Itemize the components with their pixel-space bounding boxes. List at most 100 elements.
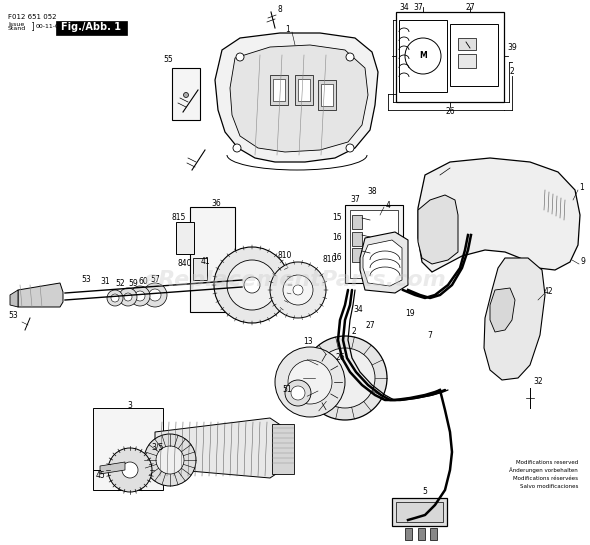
Text: 55: 55 [163,56,173,64]
Text: 810: 810 [323,256,337,264]
Text: 1: 1 [579,184,584,192]
Circle shape [405,38,441,74]
Text: Änderungen vorbehalten: Änderungen vorbehalten [509,467,578,473]
Text: 60: 60 [138,277,148,287]
Text: 36: 36 [211,198,221,208]
Text: 26: 26 [335,354,345,362]
Text: 19: 19 [405,308,415,318]
Text: 16: 16 [332,233,342,243]
Bar [298,79,310,101]
Polygon shape [155,418,285,478]
Bar [352,215,362,229]
Circle shape [119,288,137,306]
Bar [93,408,163,490]
Text: 810: 810 [278,251,292,259]
Text: 13: 13 [303,337,313,347]
Bar [430,528,437,540]
Text: 53: 53 [81,276,91,284]
Text: 840: 840 [178,259,192,269]
Bar [345,205,403,283]
Circle shape [122,462,138,478]
Text: Modifications reserved: Modifications reserved [516,459,578,464]
Text: 59: 59 [128,278,138,288]
Text: 2: 2 [352,328,356,336]
Bar [396,502,443,522]
Text: Issue: Issue [8,21,24,27]
Circle shape [270,262,326,318]
Text: 3: 3 [127,401,132,409]
Text: 3/5: 3/5 [152,443,164,451]
Text: 41: 41 [200,257,210,267]
Text: 51: 51 [282,385,292,395]
Polygon shape [360,232,408,293]
Bar [318,80,336,110]
Polygon shape [215,33,378,162]
Circle shape [214,247,290,323]
Circle shape [303,336,387,420]
Circle shape [233,144,241,152]
Text: 42: 42 [543,288,553,296]
Bar [172,68,200,120]
Circle shape [108,448,152,492]
Text: 57: 57 [150,275,160,283]
Circle shape [315,348,375,408]
Circle shape [111,294,119,302]
Bar [190,207,235,312]
Circle shape [236,53,244,61]
Bar [176,222,194,254]
Circle shape [244,277,260,293]
Bar [321,84,333,106]
Bar [458,54,476,68]
Text: eReplacementParts.com: eReplacementParts.com [143,270,447,290]
Circle shape [346,53,354,61]
Bar [352,248,362,262]
Text: 26: 26 [445,106,455,116]
Bar [399,20,447,92]
Bar [392,498,447,526]
Polygon shape [418,158,580,272]
Text: 4: 4 [385,201,391,209]
Polygon shape [363,240,402,286]
Circle shape [149,289,161,301]
Text: 53: 53 [8,311,18,319]
Text: 15: 15 [332,214,342,222]
Circle shape [346,144,354,152]
Text: 31: 31 [100,277,110,287]
Text: F012 651 052: F012 651 052 [8,14,57,20]
Polygon shape [490,288,515,332]
Text: 52: 52 [115,278,125,288]
Text: 45: 45 [95,470,105,480]
Circle shape [291,386,305,400]
Circle shape [183,93,188,98]
Circle shape [283,275,313,305]
Bar [273,79,285,101]
Text: 37: 37 [413,3,423,13]
Bar [270,75,288,105]
Bar [295,75,313,105]
Text: 9: 9 [581,257,585,267]
Circle shape [124,293,132,301]
FancyBboxPatch shape [55,21,126,34]
Circle shape [143,283,167,307]
Circle shape [275,347,345,417]
Circle shape [285,380,311,406]
Text: Stand: Stand [8,27,26,32]
Text: 16: 16 [332,253,342,263]
Text: 2: 2 [510,68,514,76]
Circle shape [130,286,150,306]
Text: 00-11-06: 00-11-06 [36,23,64,28]
Text: 27: 27 [465,3,475,13]
Circle shape [135,291,145,301]
Bar [193,258,207,280]
Polygon shape [18,283,63,307]
Polygon shape [484,258,545,380]
Text: 1: 1 [286,26,290,34]
Bar [458,38,476,50]
Circle shape [144,434,196,486]
Text: 38: 38 [367,187,377,197]
Bar [418,528,425,540]
Bar [352,232,362,246]
Circle shape [293,285,303,295]
Bar [450,24,498,86]
Text: 815: 815 [172,214,186,222]
